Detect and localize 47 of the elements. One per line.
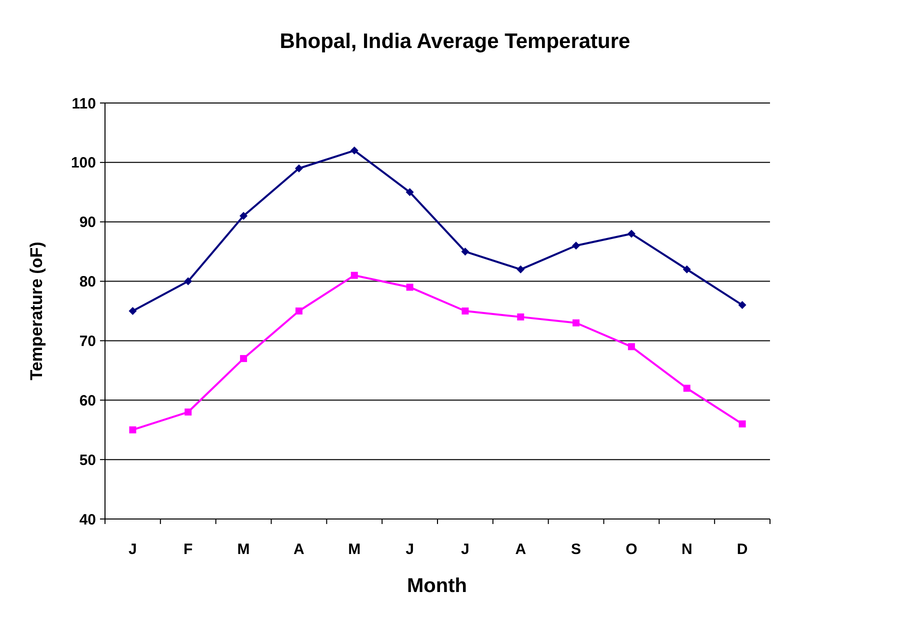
point <box>738 420 746 428</box>
point <box>682 265 691 274</box>
x-axis-title: Month <box>407 575 467 597</box>
point <box>572 242 580 250</box>
point <box>240 212 248 220</box>
x-tick-label: O <box>626 541 638 558</box>
chart-title: Bhopal, India Average Temperature <box>280 30 630 53</box>
y-tick-label: 40 <box>79 511 96 528</box>
x-tick-label: M <box>237 541 250 558</box>
point <box>628 343 635 350</box>
x-tick-label: A <box>515 541 526 558</box>
x-tick-label: J <box>461 541 470 558</box>
point <box>406 284 414 291</box>
y-tick-label: 50 <box>79 452 96 469</box>
point <box>517 313 524 320</box>
x-tick-label: S <box>571 541 582 558</box>
y-axis-title: Temperature (oF) <box>27 242 46 380</box>
y-tick-label: 90 <box>79 214 96 232</box>
x-tick-label: D <box>736 541 748 558</box>
point <box>294 164 303 172</box>
x-tick-label: F <box>184 541 193 558</box>
point <box>350 272 358 279</box>
x-tick-label: J <box>128 541 137 558</box>
y-tick-label: 60 <box>79 392 96 410</box>
point <box>184 408 192 416</box>
point <box>516 265 525 274</box>
y-tick-label: 70 <box>79 332 96 350</box>
point <box>129 426 136 434</box>
point <box>184 277 192 286</box>
y-tick-label: 100 <box>70 154 96 172</box>
y-tick-label: 110 <box>72 95 96 112</box>
point <box>462 308 469 314</box>
x-tick-label: N <box>681 541 692 558</box>
x-tick-label: A <box>294 541 305 558</box>
point <box>240 355 248 362</box>
x-tick-label: M <box>348 541 361 558</box>
point <box>128 307 137 315</box>
point <box>627 230 636 238</box>
x-tick-label: J <box>406 541 414 558</box>
point <box>683 384 690 392</box>
point <box>295 308 302 314</box>
point <box>406 188 414 196</box>
point <box>738 301 746 310</box>
point <box>461 248 470 256</box>
y-tick-label: 80 <box>79 274 96 291</box>
point <box>350 146 358 155</box>
point <box>572 319 580 326</box>
